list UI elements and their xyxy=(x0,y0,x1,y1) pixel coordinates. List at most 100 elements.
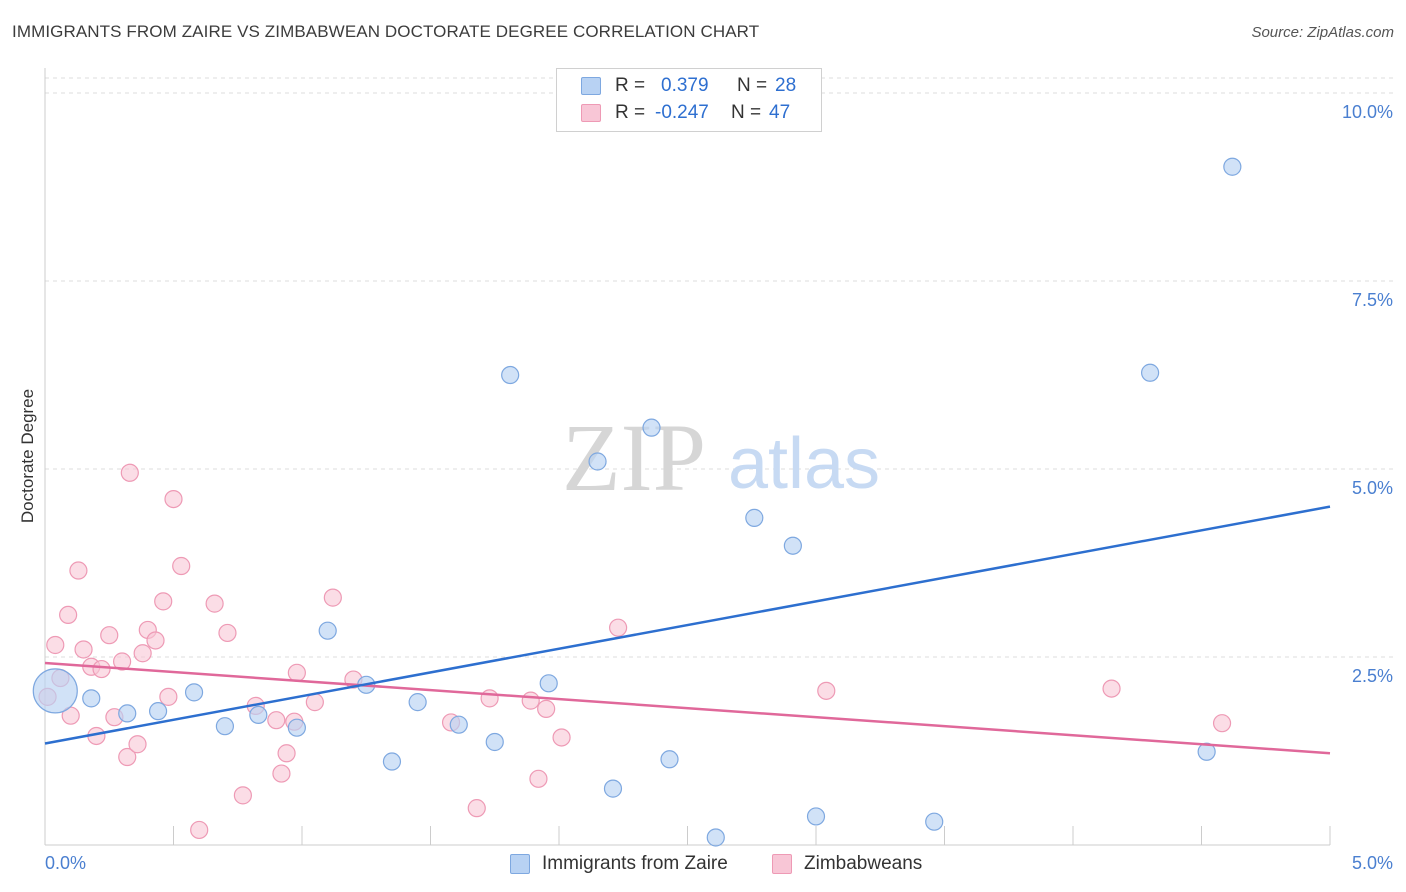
zaire-point xyxy=(783,536,802,555)
legend-r-label: R = xyxy=(615,75,646,96)
legend-row-zaire: R = 0.379 N = 28 xyxy=(581,73,796,99)
zaire-point xyxy=(642,418,661,437)
bottom-legend-swatch-pink xyxy=(772,854,792,874)
zaire-point xyxy=(706,828,725,847)
zimbabweans-point xyxy=(159,687,178,706)
source-label: Source: ZipAtlas.com xyxy=(1251,24,1394,41)
chart-title: IMMIGRANTS FROM ZAIRE VS ZIMBABWEAN DOCT… xyxy=(12,22,760,41)
zaire-point xyxy=(82,689,101,708)
trend-lines xyxy=(44,505,1331,755)
zaire-point xyxy=(318,621,337,640)
zaire-point xyxy=(148,702,168,721)
zimbabweans-point xyxy=(1102,679,1121,698)
zimbabweans-point xyxy=(100,626,119,645)
zaire-point xyxy=(1197,742,1216,761)
zaire-point xyxy=(1140,363,1160,382)
zaire-point xyxy=(382,752,402,771)
zimbabweans-point xyxy=(305,693,324,712)
zimbabweans-point xyxy=(120,463,139,482)
gridlines xyxy=(45,77,1395,658)
watermark-zip: ZIP xyxy=(562,404,706,511)
zaire-point xyxy=(925,812,944,831)
zimbabweans-points xyxy=(38,463,1232,840)
zimbabweans-point xyxy=(92,659,111,679)
zaire-trend-line xyxy=(44,505,1331,745)
zimbabweans-point xyxy=(277,744,296,763)
zimbabweans-point xyxy=(817,681,836,700)
zimbabweans-point xyxy=(480,689,499,708)
zimbabweans-point xyxy=(537,699,556,718)
zaire-point xyxy=(485,732,504,752)
legend-swatch-pink xyxy=(581,104,601,122)
zimbabweans-point xyxy=(267,711,286,730)
bottom-legend-zimbabweans: Zimbabweans xyxy=(772,852,922,876)
zimbabweans-point xyxy=(467,799,486,818)
zaire-point xyxy=(287,718,306,737)
zimbabweans-point xyxy=(609,618,628,637)
zimbabweans-point xyxy=(154,592,173,611)
legend-n-label: N = xyxy=(737,75,768,96)
legend-swatch-blue xyxy=(581,77,601,95)
zimbabweans-point xyxy=(205,594,224,613)
y-tick-label: 2.5% xyxy=(1352,666,1393,686)
zimbabweans-point xyxy=(287,663,306,682)
zaire-point xyxy=(1223,157,1242,176)
zimbabweans-point xyxy=(172,556,191,576)
bottom-legend-swatch-blue xyxy=(510,854,530,874)
zimbabweans-point xyxy=(128,735,147,754)
y-axis-label: Doctorate Degree xyxy=(18,388,37,524)
bottom-legend-label-zimbabweans: Zimbabweans xyxy=(804,853,923,874)
zimbabweans-point xyxy=(272,764,291,783)
zaire-point xyxy=(660,750,679,769)
zimbabweans-point xyxy=(529,769,548,788)
zaire-point xyxy=(501,365,520,385)
zimbabweans-point xyxy=(1212,714,1232,733)
legend-r-value: -0.247 xyxy=(655,102,709,123)
zimbabweans-point xyxy=(118,747,137,767)
tick-labels: 2.5% 5.0% 7.5% 10.0% 0.0% 5.0% xyxy=(45,102,1393,873)
zaire-point xyxy=(408,693,427,712)
legend-n-value: 47 xyxy=(769,102,791,123)
axes xyxy=(44,68,1331,846)
x-tick-label: 0.0% xyxy=(45,853,86,873)
zimbabweans-point xyxy=(190,820,209,840)
legend-row-zimbabweans: R = -0.247 N = 47 xyxy=(581,100,790,126)
zaire-point xyxy=(118,704,137,723)
zaire-point xyxy=(184,683,204,702)
zimbabweans-point xyxy=(112,652,132,671)
zimbabweans-point xyxy=(323,588,342,607)
zimbabweans-point xyxy=(69,561,88,580)
x-tick-label: 5.0% xyxy=(1352,853,1393,873)
zimbabweans-point xyxy=(552,728,571,747)
zimbabweans-point xyxy=(233,786,252,805)
zimbabweans-point xyxy=(218,623,237,643)
bottom-legend-label-zaire: Immigrants from Zaire xyxy=(542,853,728,874)
zaire-point xyxy=(32,668,78,714)
y-tick-label: 10.0% xyxy=(1342,102,1393,122)
legend-r-label: R = xyxy=(615,102,646,123)
legend-n-label: N = xyxy=(731,102,762,123)
zaire-point xyxy=(806,807,826,826)
watermark-atlas: atlas xyxy=(728,424,880,504)
zimbabweans-point xyxy=(59,605,78,625)
zaire-points xyxy=(32,157,1242,847)
zimbabweans-point xyxy=(133,644,152,663)
zaire-point xyxy=(215,717,234,736)
zimbabweans-point xyxy=(74,640,93,659)
y-tick-label: 5.0% xyxy=(1352,478,1393,498)
zaire-point xyxy=(249,705,268,725)
zaire-point xyxy=(588,452,607,471)
legend-r-value: 0.379 xyxy=(661,75,709,96)
zimbabweans-point xyxy=(146,631,165,650)
legend-n-value: 28 xyxy=(775,75,797,96)
zimbabweans-point xyxy=(164,489,183,509)
zaire-point xyxy=(539,674,558,693)
y-tick-label: 7.5% xyxy=(1352,290,1393,310)
watermark: ZIP atlas xyxy=(562,404,880,511)
bottom-legend-zaire: Immigrants from Zaire xyxy=(510,852,728,876)
zimbabweans-point xyxy=(521,691,540,710)
zimbabweans-point xyxy=(46,635,65,655)
zimbabweans-trend-line xyxy=(44,661,1331,755)
stats-legend: R = 0.379 N = 28 R = -0.247 N = 47 xyxy=(556,68,822,132)
